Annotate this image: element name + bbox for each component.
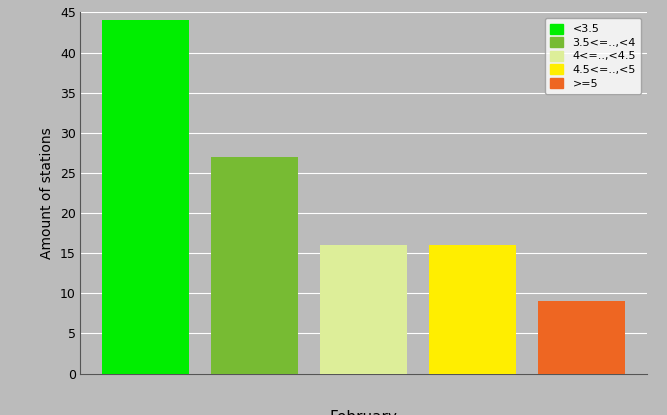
Bar: [102, 20, 189, 373]
Bar: [538, 301, 625, 374]
Text: February: February: [329, 410, 398, 415]
Y-axis label: Amount of stations: Amount of stations: [41, 127, 55, 259]
Legend: <3.5, 3.5<=..,<4, 4<=..,<4.5, 4.5<=..,<5, >=5: <3.5, 3.5<=..,<4, 4<=..,<4.5, 4.5<=..,<5…: [544, 18, 642, 94]
Bar: [320, 245, 407, 374]
Bar: [429, 245, 516, 374]
Bar: [211, 157, 298, 374]
